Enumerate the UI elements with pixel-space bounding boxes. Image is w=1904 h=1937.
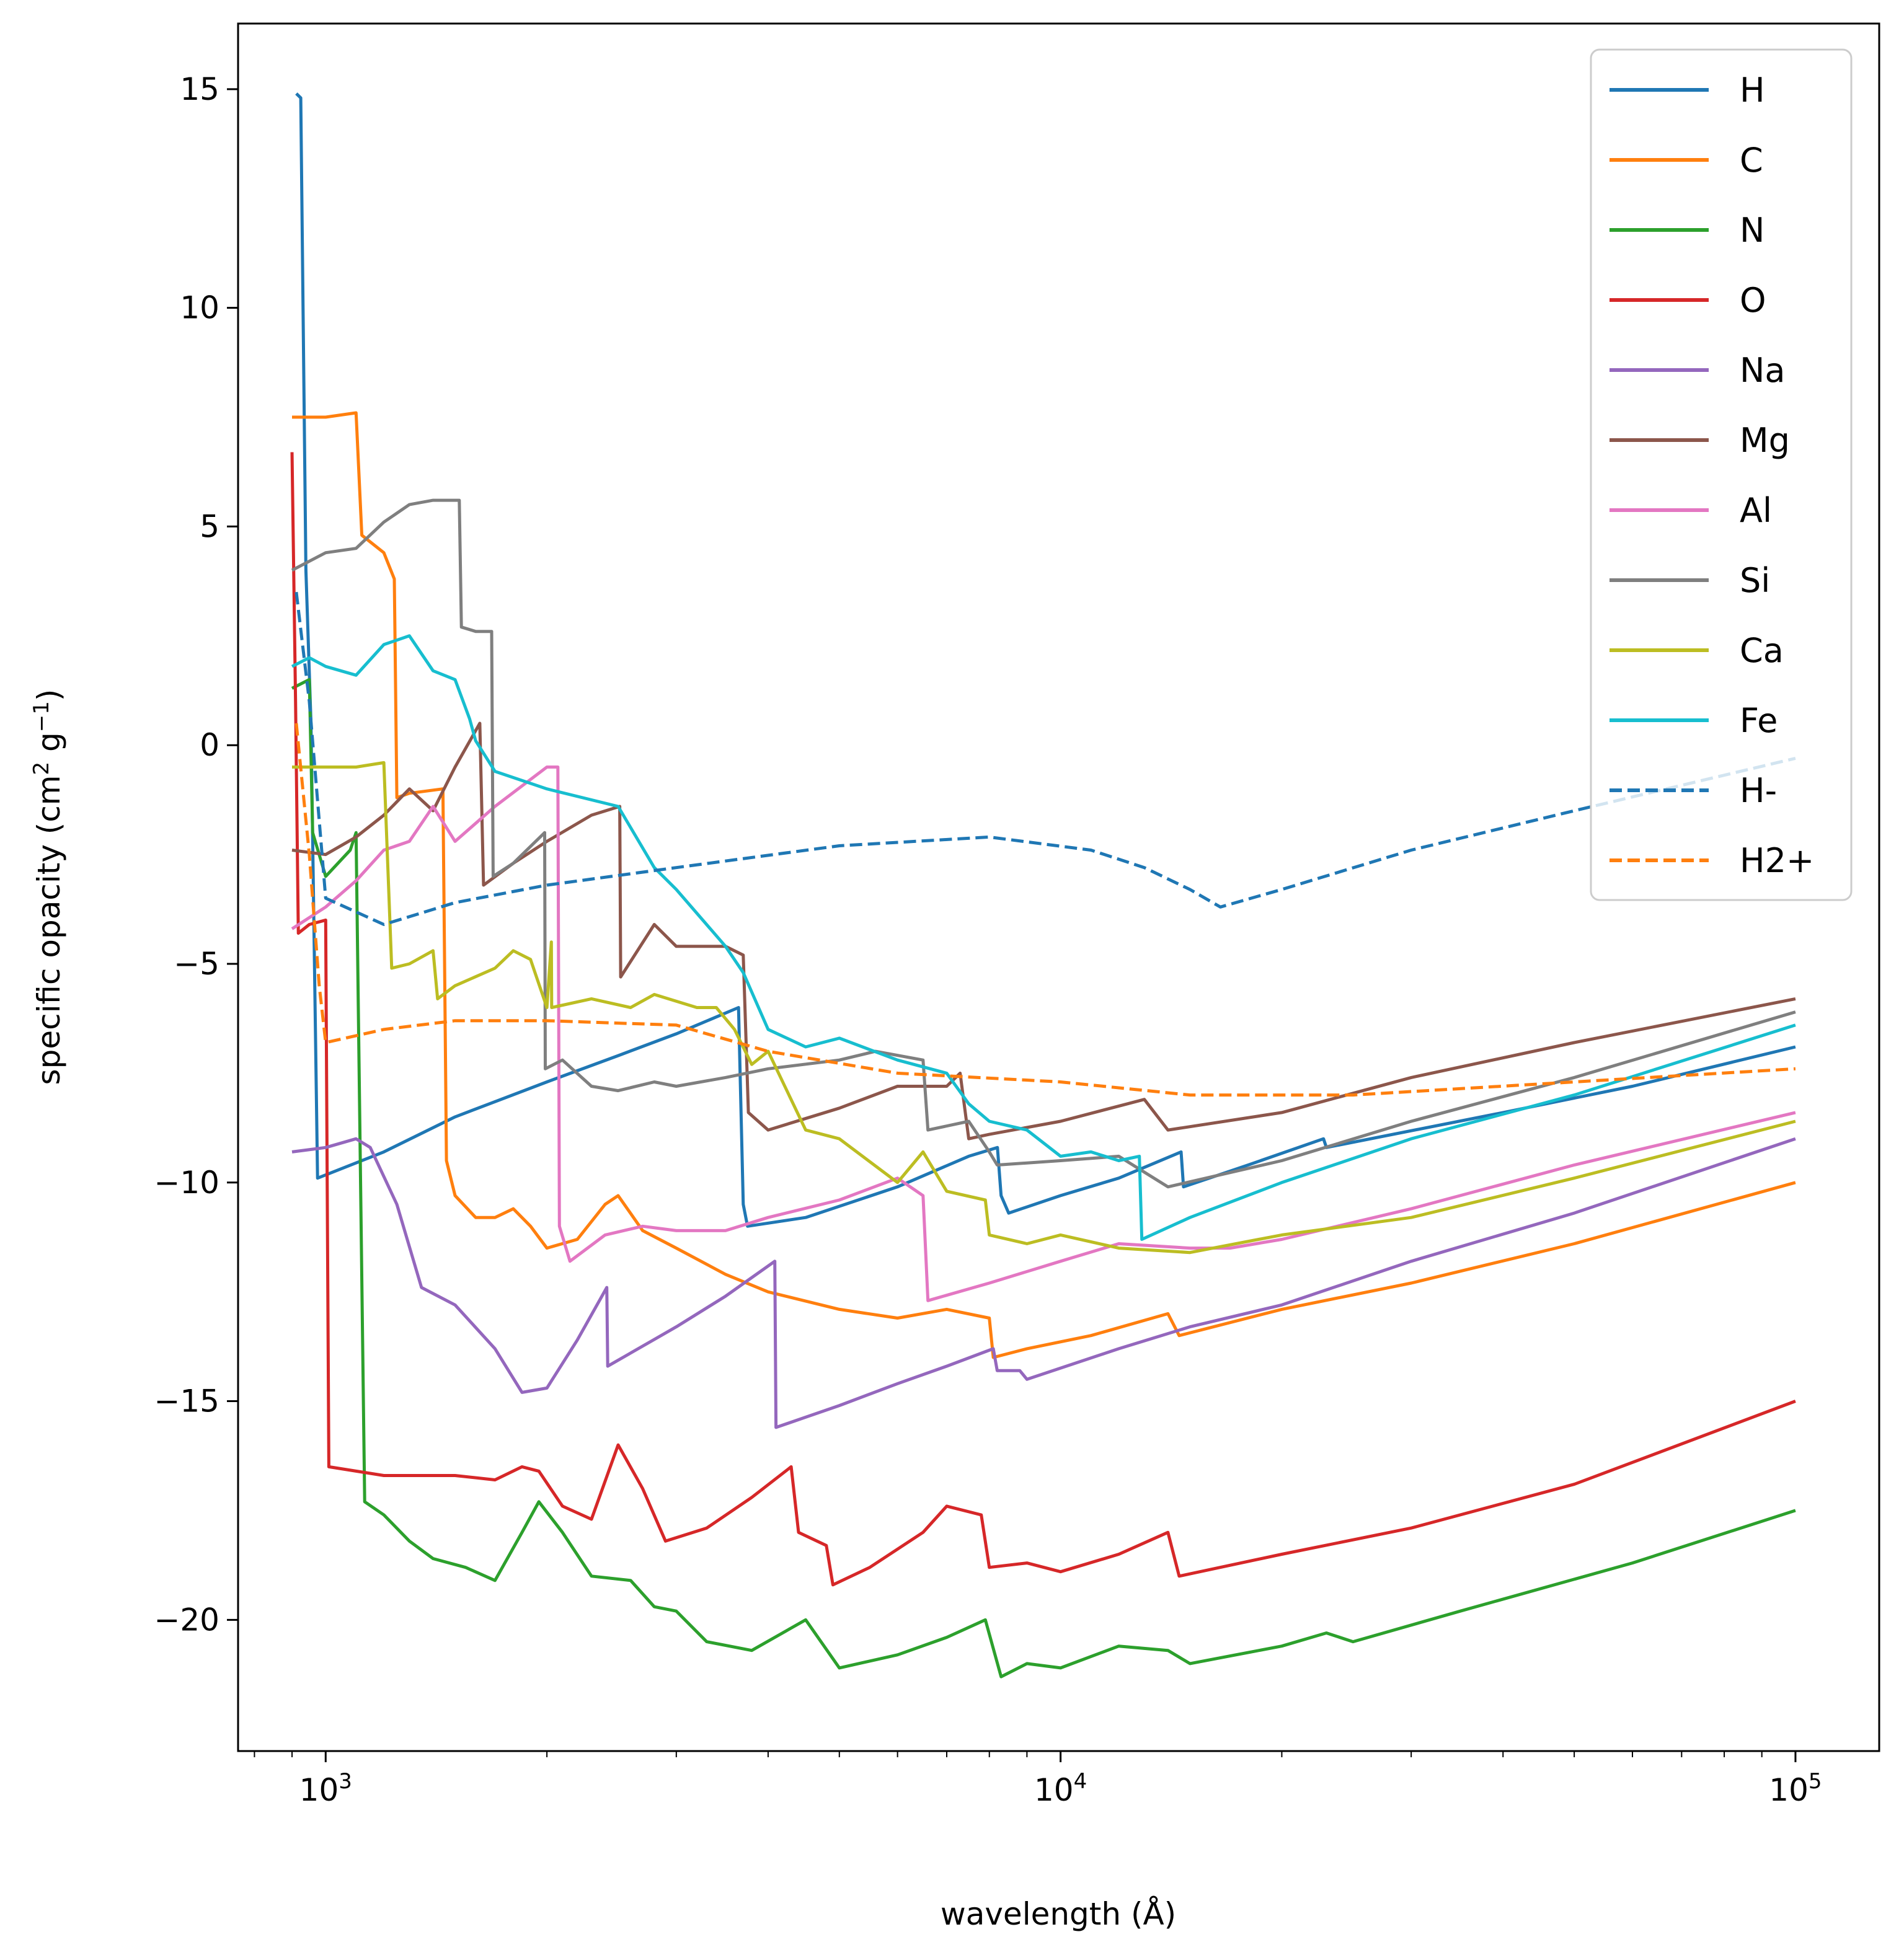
series-line-c: [292, 411, 1796, 1359]
y-label-sup2: −1: [29, 701, 54, 732]
x-tick-exponent: 4: [1074, 1769, 1087, 1794]
y-tick-label: −10: [154, 1165, 219, 1201]
series-line-h: [294, 591, 1796, 926]
legend-label-si: Si: [1740, 561, 1770, 600]
series-line-fe: [291, 634, 1796, 1241]
y-tick-label: −15: [154, 1383, 219, 1419]
x-tick-base: 10: [1769, 1772, 1809, 1808]
legend-box: [1590, 48, 1853, 901]
y-tick-label: 5: [200, 508, 219, 544]
legend-label-n: N: [1740, 211, 1765, 250]
x-tick-label: 103: [299, 1769, 352, 1808]
series-line-o: [290, 452, 1796, 1587]
series-line-ca: [292, 761, 1796, 1255]
legend-label-ca: Ca: [1740, 631, 1784, 670]
legend-label-h2: H2+: [1740, 841, 1814, 880]
series-line-h2: [294, 723, 1796, 1097]
x-tick-label: 104: [1034, 1769, 1087, 1808]
y-tick-label: 15: [180, 71, 219, 107]
y-tick-label: 10: [180, 290, 219, 326]
x-tick-exponent: 5: [1809, 1769, 1822, 1794]
legend-label-c: C: [1740, 141, 1763, 180]
series-line-na: [291, 1137, 1796, 1429]
legend-label-fe: Fe: [1740, 701, 1778, 740]
series-lines: [290, 92, 1796, 1679]
legend-label-mg: Mg: [1740, 421, 1790, 460]
y-tick-label: 0: [200, 727, 219, 763]
y-tick-label: −5: [174, 946, 219, 982]
legend-label-h: H: [1740, 71, 1765, 110]
x-tick-exponent: 3: [339, 1769, 352, 1794]
legend-label-al: Al: [1740, 491, 1772, 530]
legend-label-h: H-: [1740, 771, 1777, 810]
series-line-al: [291, 766, 1796, 1302]
x-tick-label: 105: [1769, 1769, 1822, 1808]
legend-label-o: O: [1740, 281, 1766, 320]
x-tick-base: 10: [1034, 1772, 1074, 1808]
plot-frame: [237, 22, 1880, 1752]
x-axis-label: wavelength (Å): [941, 1896, 1176, 1932]
x-tick-base: 10: [299, 1772, 339, 1808]
x-axis: 103 104 105: [254, 1751, 1822, 1808]
series-line-n: [291, 677, 1796, 1679]
y-tick-label: −20: [154, 1602, 219, 1638]
y-label-sup1: 2: [29, 762, 54, 775]
y-label-end: ): [31, 689, 67, 702]
legend-label-na: Na: [1740, 351, 1786, 390]
series-line-si: [291, 498, 1796, 1189]
y-axis-label: specific opacity (cm2 g−1): [29, 689, 67, 1085]
y-label-mid: g: [31, 732, 67, 762]
y-label-main: specific opacity (cm: [31, 775, 67, 1085]
y-axis: 15 10 5 0 −5 −10 −15 −20: [154, 71, 238, 1638]
